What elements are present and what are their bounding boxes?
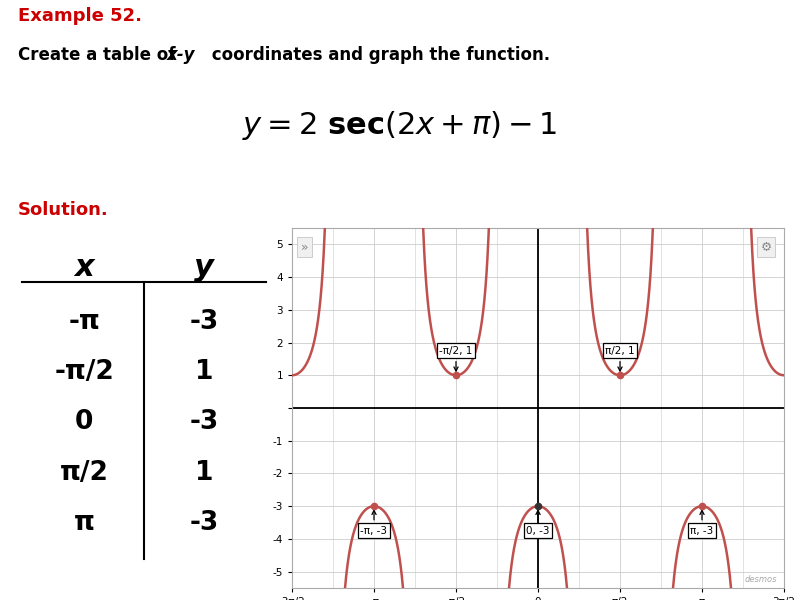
Text: 0, -3: 0, -3: [526, 511, 550, 536]
Text: Solution.: Solution.: [18, 200, 108, 218]
Text: -π/2, 1: -π/2, 1: [439, 346, 473, 371]
Text: y: y: [194, 253, 214, 282]
Text: Create a table of: Create a table of: [18, 46, 181, 64]
Text: x-y: x-y: [166, 46, 195, 64]
Text: -3: -3: [190, 510, 218, 536]
Text: $y = 2\ \mathbf{sec}(2x + \pi) - 1$: $y = 2\ \mathbf{sec}(2x + \pi) - 1$: [242, 109, 558, 142]
Text: »: »: [301, 241, 309, 254]
Text: π: π: [74, 510, 94, 536]
Text: π/2: π/2: [60, 460, 109, 486]
Text: -π: -π: [68, 308, 100, 335]
Text: Example 52.: Example 52.: [18, 7, 142, 25]
Text: -π/2: -π/2: [54, 359, 114, 385]
Text: 1: 1: [194, 460, 213, 486]
Text: 0: 0: [75, 409, 94, 436]
Text: ⚙: ⚙: [761, 241, 772, 254]
Text: x: x: [74, 253, 94, 282]
Text: coordinates and graph the function.: coordinates and graph the function.: [206, 46, 550, 64]
Text: -π, -3: -π, -3: [361, 511, 387, 536]
Text: -3: -3: [190, 409, 218, 436]
Text: 1: 1: [194, 359, 213, 385]
Text: π/2, 1: π/2, 1: [605, 346, 635, 371]
Text: desmos: desmos: [744, 575, 777, 584]
Text: π, -3: π, -3: [690, 511, 714, 536]
Text: -3: -3: [190, 308, 218, 335]
